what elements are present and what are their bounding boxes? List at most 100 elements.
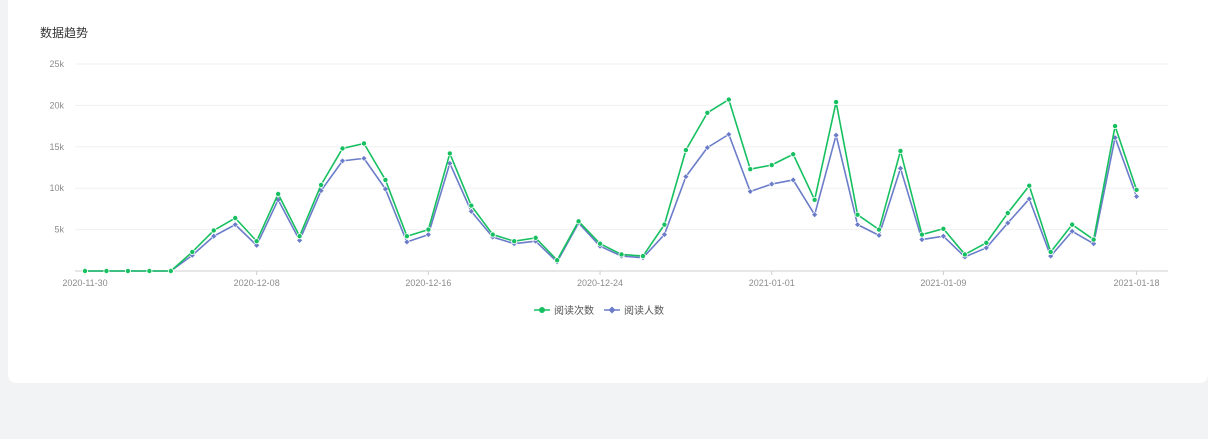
legend-item-reads[interactable]: 阅读次数 <box>534 304 594 317</box>
data-point <box>103 267 110 274</box>
x-tick-label: 2021-01-09 <box>920 278 966 288</box>
data-point <box>382 185 389 193</box>
data-point <box>275 190 282 197</box>
data-point <box>725 130 733 138</box>
data-point <box>876 226 883 233</box>
data-point <box>747 166 754 173</box>
data-point <box>425 226 432 233</box>
y-tick-label: 15k <box>49 142 64 152</box>
x-tick-label: 2020-11-30 <box>62 278 107 288</box>
data-point <box>768 180 776 188</box>
data-point <box>918 231 925 238</box>
y-axis-ticks: 5k 10k 15k 20k 25k <box>49 59 64 235</box>
legend-marker <box>539 307 545 313</box>
y-tick-label: 25k <box>49 59 64 69</box>
y-tick-label: 20k <box>49 100 64 110</box>
data-point <box>82 267 89 274</box>
data-point <box>424 231 432 238</box>
data-point <box>918 236 926 243</box>
data-point <box>296 236 304 244</box>
series-lines <box>81 96 1140 275</box>
data-point <box>811 211 819 219</box>
data-point <box>1047 252 1055 260</box>
data-point <box>339 145 346 152</box>
data-point <box>1004 210 1011 217</box>
legend-label: 阅读次数 <box>554 304 594 317</box>
data-point <box>1047 248 1054 255</box>
data-point <box>875 231 883 239</box>
data-point <box>961 251 968 258</box>
data-point <box>618 251 625 258</box>
x-tick-label: 2020-12-16 <box>405 278 451 288</box>
data-point <box>253 238 260 245</box>
legend-item-readers[interactable]: 阅读人数 <box>604 304 664 317</box>
x-tick-label: 2020-12-24 <box>577 278 623 288</box>
legend-label: 阅读人数 <box>624 304 664 317</box>
data-point <box>339 157 346 165</box>
x-tick-label: 2021-01-18 <box>1114 278 1160 288</box>
data-point <box>403 233 410 240</box>
data-point <box>682 173 690 181</box>
data-point <box>789 176 797 184</box>
data-point <box>532 234 539 241</box>
data-point <box>210 232 218 240</box>
data-point <box>1004 219 1012 227</box>
y-tick-label: 5k <box>54 225 64 235</box>
data-point <box>1090 240 1098 248</box>
data-point <box>790 151 797 158</box>
data-point <box>939 232 947 240</box>
data-point <box>1133 193 1140 200</box>
data-point <box>597 240 604 247</box>
data-point <box>167 267 174 274</box>
data-point <box>489 231 496 238</box>
data-point <box>940 225 947 232</box>
data-point <box>832 131 840 139</box>
data-point <box>660 231 668 238</box>
x-tick-label: 2021-01-01 <box>749 278 795 288</box>
data-point <box>360 154 368 162</box>
data-point <box>210 227 217 234</box>
y-tick-label: 10k <box>49 183 64 193</box>
data-point <box>639 253 646 260</box>
data-point <box>983 239 990 246</box>
series-line-readers <box>85 133 1138 272</box>
data-point <box>403 238 411 246</box>
legend-marker <box>608 306 616 314</box>
data-point <box>1068 227 1076 235</box>
data-point <box>854 221 861 229</box>
data-point <box>189 248 196 255</box>
data-point <box>253 241 261 249</box>
data-point <box>1133 186 1140 193</box>
data-point <box>982 244 990 252</box>
data-point <box>511 238 518 245</box>
x-axis-ticks: 2020-11-30 2020-12-08 2020-12-16 2020-12-24… <box>62 271 1160 288</box>
data-point <box>746 188 754 195</box>
data-point <box>854 211 861 218</box>
x-tick-label: 2020-12-08 <box>234 278 280 288</box>
data-point <box>768 162 775 169</box>
data-point <box>833 99 840 106</box>
data-point <box>1069 221 1076 228</box>
data-point <box>124 267 131 274</box>
data-point <box>897 164 904 172</box>
data-point <box>382 176 389 183</box>
data-point <box>360 140 367 147</box>
data-point <box>725 96 732 103</box>
series-line-reads <box>85 98 1138 272</box>
data-point <box>661 221 668 228</box>
data-point <box>575 218 582 225</box>
data-point <box>231 221 239 229</box>
data-point <box>1112 123 1119 130</box>
data-point <box>1090 236 1097 243</box>
data-point <box>897 147 904 154</box>
data-point <box>296 233 303 240</box>
card-title: 数据趋势 <box>40 26 89 40</box>
data-point <box>811 196 818 203</box>
data-point <box>682 147 689 154</box>
chart-legend[interactable]: 阅读次数 阅读人数 <box>534 304 664 317</box>
data-point <box>1026 182 1033 189</box>
grid-lines <box>75 63 1168 272</box>
data-point <box>554 257 561 264</box>
data-point <box>232 215 239 222</box>
